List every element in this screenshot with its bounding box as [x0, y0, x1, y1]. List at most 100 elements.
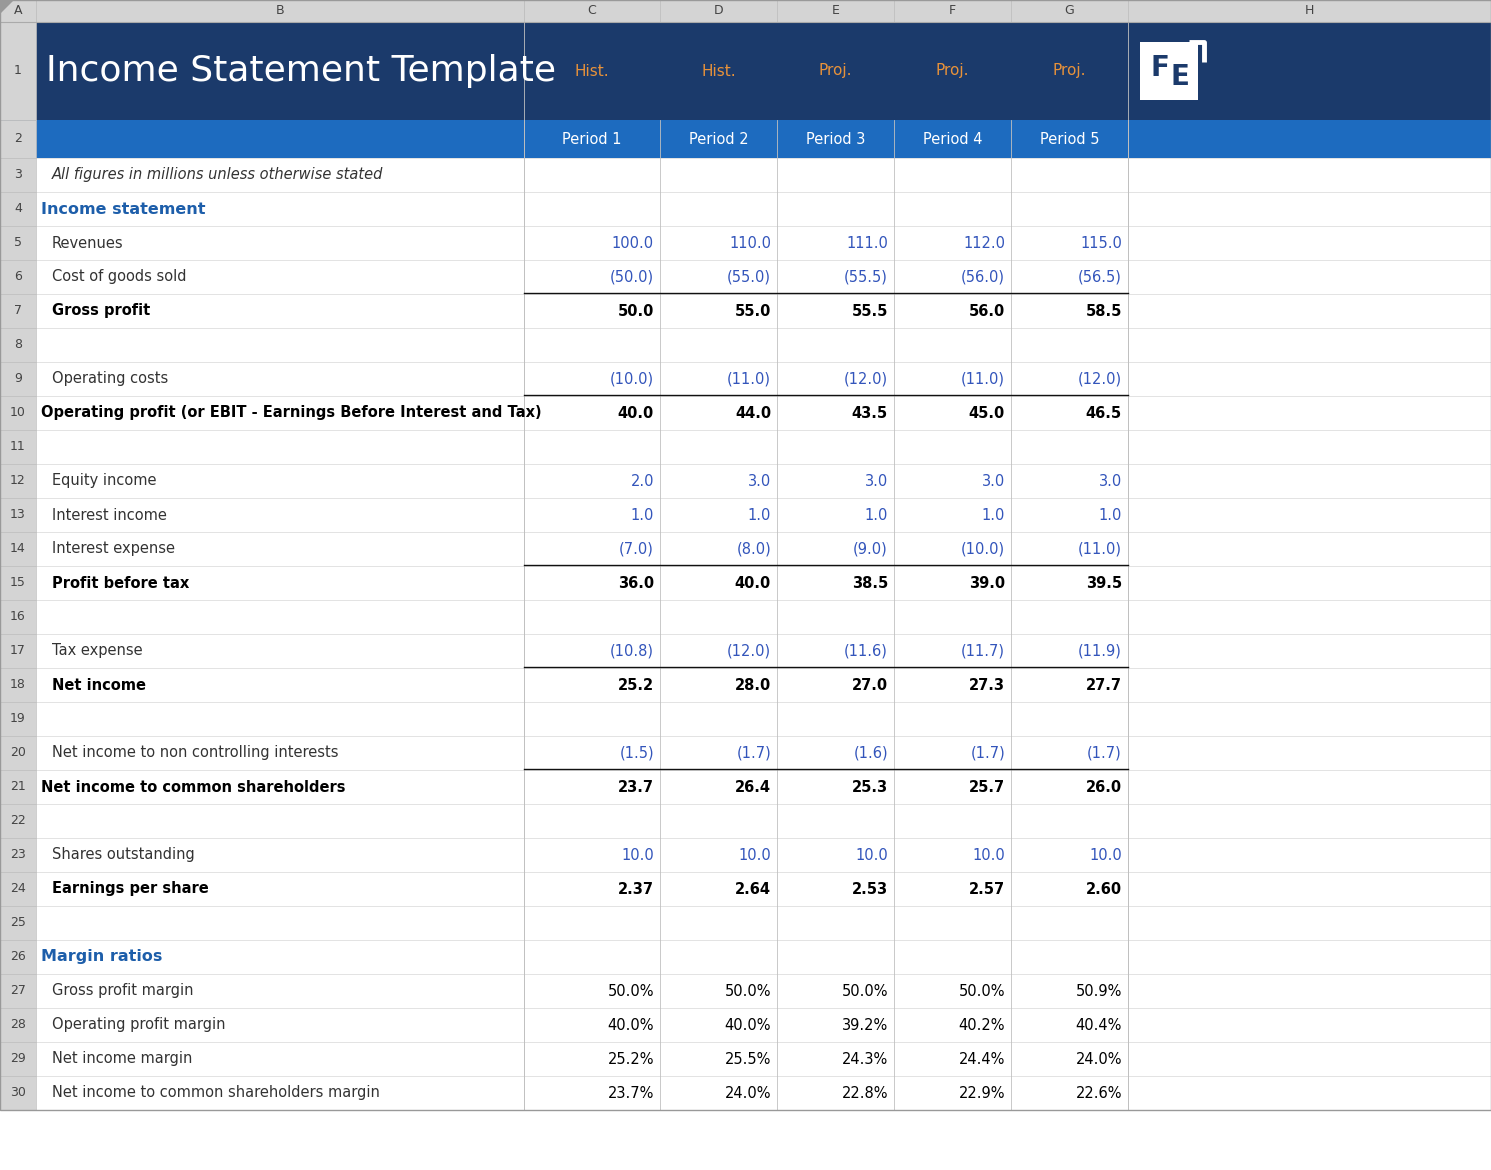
Text: E: E: [1170, 63, 1188, 91]
Bar: [0, 226, 1491, 260]
Text: (56.5): (56.5): [1078, 269, 1123, 284]
Text: (56.0): (56.0): [962, 269, 1005, 284]
Text: Cost of goods sold: Cost of goods sold: [52, 269, 186, 284]
Text: Period 1: Period 1: [562, 131, 622, 146]
Bar: [0, 22, 36, 121]
Text: 58.5: 58.5: [1085, 303, 1123, 318]
Text: Period 2: Period 2: [689, 131, 748, 146]
Text: 8: 8: [13, 338, 22, 351]
Bar: [0, 1042, 36, 1076]
Bar: [0, 431, 1491, 464]
Text: 46.5: 46.5: [1085, 406, 1123, 420]
Bar: [0, 395, 36, 431]
Bar: [0, 121, 36, 158]
Bar: [0, 702, 1491, 736]
Text: (7.0): (7.0): [619, 542, 655, 557]
Bar: [0, 668, 1491, 702]
Text: A: A: [13, 5, 22, 18]
Text: 24: 24: [10, 882, 25, 895]
Bar: [0, 872, 36, 906]
Text: 1.0: 1.0: [981, 508, 1005, 523]
Text: (55.0): (55.0): [728, 269, 771, 284]
Text: (8.0): (8.0): [737, 542, 771, 557]
Text: Net income to common shareholders: Net income to common shareholders: [40, 779, 346, 794]
Text: Period 4: Period 4: [923, 131, 983, 146]
Text: 100.0: 100.0: [611, 235, 655, 250]
Text: Period 5: Period 5: [1039, 131, 1099, 146]
Text: 22.6%: 22.6%: [1075, 1086, 1123, 1101]
Text: 40.0: 40.0: [735, 576, 771, 591]
Bar: [0, 294, 1491, 328]
Text: (55.5): (55.5): [844, 269, 889, 284]
Bar: [0, 532, 1491, 566]
Text: 6: 6: [13, 270, 22, 283]
Text: 11: 11: [10, 440, 25, 454]
Text: 12: 12: [10, 475, 25, 488]
Text: 1.0: 1.0: [1099, 508, 1123, 523]
Text: 40.4%: 40.4%: [1075, 1018, 1123, 1032]
Bar: [0, 838, 36, 872]
Text: F: F: [1151, 54, 1170, 82]
Text: 18: 18: [10, 679, 25, 691]
Text: (1.7): (1.7): [971, 745, 1005, 760]
Text: 14: 14: [10, 543, 25, 556]
Text: 23.7%: 23.7%: [608, 1086, 655, 1101]
Bar: [0, 328, 36, 362]
Text: 38.5: 38.5: [851, 576, 889, 591]
Text: Income statement: Income statement: [40, 201, 206, 216]
Text: 50.0%: 50.0%: [725, 984, 771, 998]
Text: 24.4%: 24.4%: [959, 1052, 1005, 1067]
Text: (11.0): (11.0): [728, 372, 771, 386]
Text: Equity income: Equity income: [52, 474, 157, 489]
Text: 10.0: 10.0: [1090, 847, 1123, 862]
Text: 1.0: 1.0: [631, 508, 655, 523]
Text: 28: 28: [10, 1019, 25, 1032]
Text: H: H: [1305, 5, 1314, 18]
Text: 25.7: 25.7: [969, 779, 1005, 794]
Bar: [0, 940, 1491, 973]
Text: 50.0%: 50.0%: [841, 984, 889, 998]
Text: Hist.: Hist.: [701, 63, 737, 78]
Text: 43.5: 43.5: [851, 406, 889, 420]
Text: Tax expense: Tax expense: [52, 644, 143, 659]
Bar: [0, 192, 36, 226]
Text: 56.0: 56.0: [969, 303, 1005, 318]
Text: Shares outstanding: Shares outstanding: [52, 847, 195, 862]
Text: 24.0%: 24.0%: [725, 1086, 771, 1101]
Text: 112.0: 112.0: [963, 235, 1005, 250]
Text: 22: 22: [10, 814, 25, 827]
Text: 3.0: 3.0: [748, 474, 771, 489]
Text: 3.0: 3.0: [865, 474, 889, 489]
Text: 30: 30: [10, 1087, 25, 1100]
Bar: [0, 1042, 1491, 1076]
Bar: [0, 464, 1491, 498]
Text: Proj.: Proj.: [1053, 63, 1087, 78]
Text: (12.0): (12.0): [728, 644, 771, 659]
Text: 2.37: 2.37: [617, 881, 655, 896]
Text: (11.9): (11.9): [1078, 644, 1123, 659]
Bar: [0, 600, 36, 634]
Text: Earnings per share: Earnings per share: [52, 881, 209, 896]
Text: 27.0: 27.0: [851, 677, 889, 693]
Text: 44.0: 44.0: [735, 406, 771, 420]
Text: 1: 1: [13, 64, 22, 77]
Bar: [0, 634, 36, 668]
Text: (11.0): (11.0): [1078, 542, 1123, 557]
Text: Interest expense: Interest expense: [52, 542, 174, 557]
Text: (12.0): (12.0): [1078, 372, 1123, 386]
Bar: [0, 634, 1491, 668]
Bar: [0, 668, 36, 702]
Text: 3.0: 3.0: [1099, 474, 1123, 489]
Text: 1.0: 1.0: [865, 508, 889, 523]
Text: 20: 20: [10, 746, 25, 759]
Text: 2.53: 2.53: [851, 881, 889, 896]
Bar: [0, 260, 1491, 294]
Bar: [0, 600, 1491, 634]
Bar: [0, 804, 1491, 838]
Text: 39.5: 39.5: [1085, 576, 1123, 591]
Bar: [0, 158, 36, 192]
Text: Net income to common shareholders margin: Net income to common shareholders margin: [52, 1086, 380, 1101]
Text: 39.0: 39.0: [969, 576, 1005, 591]
Text: 25.2: 25.2: [617, 677, 655, 693]
Bar: [0, 770, 36, 804]
